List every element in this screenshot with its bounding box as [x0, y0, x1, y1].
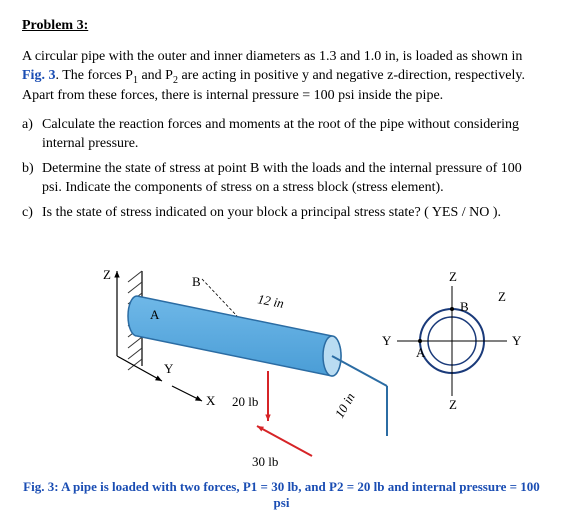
parts-list: a) Calculate the reaction forces and mom…	[22, 116, 541, 222]
intro-text3: and P	[138, 68, 173, 83]
svg-text:Z: Z	[498, 289, 506, 304]
svg-text:12 in: 12 in	[256, 291, 285, 311]
part-b: b) Determine the state of stress at poin…	[22, 160, 541, 198]
part-c-label: c)	[22, 204, 42, 223]
svg-text:20 lb: 20 lb	[232, 394, 258, 409]
svg-text:Y: Y	[382, 333, 392, 348]
figure-svg: ZYXAB12 in10 in20 lb30 lbZZYYABZ	[32, 241, 532, 471]
part-a-label: a)	[22, 116, 42, 154]
svg-text:10 in: 10 in	[331, 390, 357, 420]
figure-3: ZYXAB12 in10 in20 lb30 lbZZYYABZ Fig. 3:…	[22, 241, 541, 511]
part-a: a) Calculate the reaction forces and mom…	[22, 116, 541, 154]
svg-text:X: X	[206, 393, 216, 408]
svg-text:Y: Y	[164, 361, 174, 376]
fig-ref: Fig. 3	[22, 68, 55, 83]
svg-text:B: B	[192, 274, 201, 289]
problem-title: Problem 3:	[22, 18, 541, 34]
svg-text:Z: Z	[449, 269, 457, 284]
svg-text:Z: Z	[103, 267, 111, 282]
svg-text:A: A	[416, 345, 426, 360]
intro-text1: A circular pipe with the outer and inner…	[22, 49, 522, 64]
figure-caption: Fig. 3: A pipe is loaded with two forces…	[22, 479, 541, 511]
part-c: c) Is the state of stress indicated on y…	[22, 204, 541, 223]
svg-text:B: B	[460, 299, 469, 314]
svg-text:30 lb: 30 lb	[252, 454, 278, 469]
intro-paragraph: A circular pipe with the outer and inner…	[22, 48, 541, 106]
part-b-label: b)	[22, 160, 42, 198]
part-a-text: Calculate the reaction forces and moment…	[42, 116, 541, 154]
part-b-text: Determine the state of stress at point B…	[42, 160, 541, 198]
svg-text:Z: Z	[449, 397, 457, 412]
svg-text:A: A	[150, 307, 160, 322]
svg-text:Y: Y	[512, 333, 522, 348]
intro-text2: . The forces P	[55, 68, 133, 83]
part-c-text: Is the state of stress indicated on your…	[42, 204, 541, 223]
